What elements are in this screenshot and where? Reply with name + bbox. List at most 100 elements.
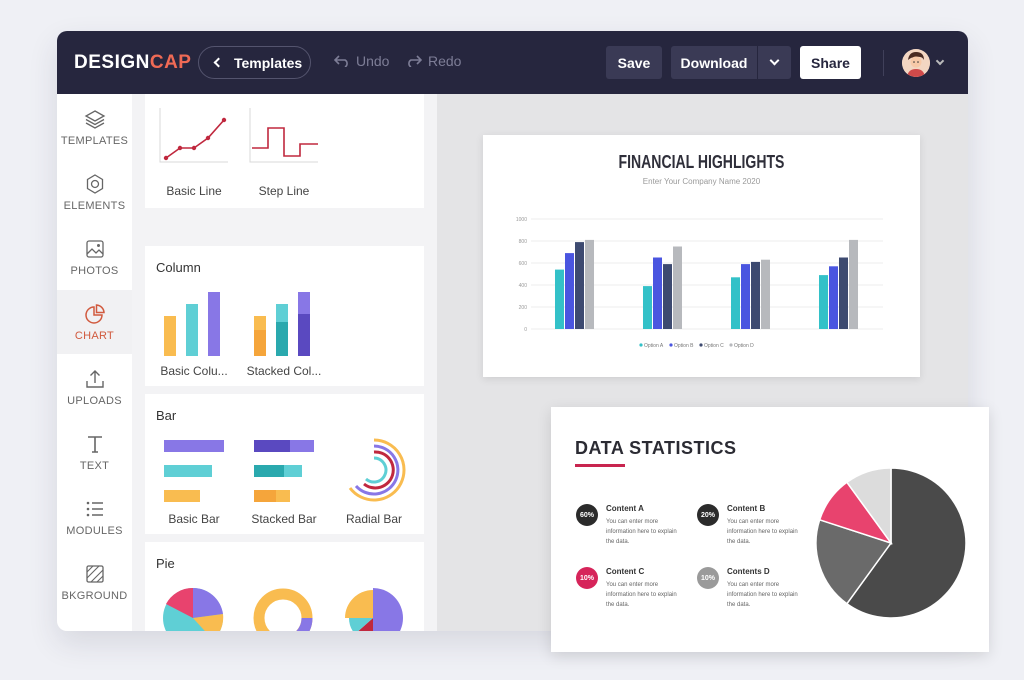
avatar-image — [902, 49, 930, 77]
bar-option-a — [555, 269, 564, 329]
stacked-bar-label[interactable]: Stacked Bar — [251, 512, 317, 526]
y-tick-label: 400 — [519, 283, 528, 289]
save-button[interactable]: Save — [606, 46, 662, 79]
stacked-column-label[interactable]: Stacked Col... — [246, 364, 322, 378]
share-button[interactable]: Share — [800, 46, 861, 79]
stat-desc-a: You can enter more information here to e… — [606, 519, 677, 545]
bar-chart-card: Bar Basic Bar Stacked Bar Radial Bar — [145, 394, 424, 534]
pie-slice-content-b — [815, 518, 893, 605]
stacked-bar-thumbnail[interactable] — [248, 438, 320, 504]
bar-option-d — [673, 246, 682, 329]
basic-pie-thumbnail[interactable] — [161, 586, 225, 631]
pie-slice-contents-d — [845, 467, 892, 546]
nav-photos[interactable]: PHOTOS — [57, 225, 132, 289]
basic-line-label[interactable]: Basic Line — [166, 184, 222, 198]
legend-swatch — [699, 343, 703, 347]
nav-uploads[interactable]: UPLOADS — [57, 355, 132, 419]
stat-badge-c: 10% — [576, 567, 598, 589]
avatar[interactable] — [902, 49, 930, 77]
donut-pie-thumbnail[interactable] — [251, 586, 315, 631]
logo[interactable]: DESIGNCAP — [74, 52, 191, 74]
bar-option-b — [653, 257, 662, 329]
legend-label: Option B — [674, 343, 694, 349]
basic-bar-label[interactable]: Basic Bar — [168, 512, 220, 526]
statistics-pie-chart[interactable] — [813, 465, 969, 621]
y-tick-label: 1000 — [516, 217, 527, 223]
basic-bar-thumbnail[interactable] — [158, 438, 230, 504]
nav-modules[interactable]: MODULES — [57, 485, 132, 549]
basic-column-label[interactable]: Basic Colu... — [160, 364, 228, 378]
templates-back-button[interactable]: Templates — [198, 46, 311, 79]
background-icon — [85, 564, 104, 583]
financial-bar-chart[interactable]: 0 200 400 600 800 1000 Option A Option B Option … — [483, 135, 920, 377]
stat-title-b: Content B — [727, 504, 766, 513]
statistics-title[interactable]: DATA STATISTICS — [575, 438, 737, 458]
download-button[interactable]: Download — [671, 46, 791, 79]
column-chart-card: Column Basic Colu... Stacked Col... — [145, 246, 424, 386]
nav-uploads-label: UPLOADS — [67, 394, 122, 407]
bar-option-a — [731, 277, 740, 329]
top-bar: DESIGNCAP Templates Undo Redo Save Downl… — [57, 31, 968, 94]
upload-icon — [85, 369, 104, 388]
data-statistics-slide[interactable]: DATA STATISTICS 60% Content A You can en… — [551, 407, 989, 652]
bar-option-c — [575, 242, 584, 329]
text-icon — [87, 435, 102, 453]
nav-text[interactable]: TEXT — [57, 420, 132, 484]
bar-option-c — [751, 261, 760, 329]
list-icon — [86, 501, 103, 516]
pie-section-title: Pie — [156, 556, 175, 571]
legend-label: Option D — [734, 343, 754, 349]
slide-title[interactable]: FINANCIAL HIGHLIGHTS — [618, 152, 785, 172]
stat-desc-d: You can enter more information here to e… — [727, 582, 798, 608]
nav-background[interactable]: BKGROUND — [57, 550, 132, 614]
redo-button[interactable]: Redo — [406, 53, 461, 69]
rose-pie-thumbnail[interactable] — [341, 586, 405, 631]
y-tick-label: 200 — [519, 305, 528, 311]
undo-button[interactable]: Undo — [334, 53, 389, 69]
stat-title-d: Contents D — [727, 567, 770, 576]
undo-icon — [334, 55, 348, 67]
bar-option-d — [849, 239, 858, 329]
basic-column-thumbnail[interactable] — [158, 290, 230, 356]
nav-photos-label: PHOTOS — [70, 264, 119, 277]
bar-option-d — [761, 259, 770, 329]
pie-chart-card: Pie — [145, 542, 424, 631]
toolbar-divider — [883, 50, 884, 76]
pie-slice-content-a — [845, 467, 967, 619]
legend-swatch — [729, 343, 733, 347]
nav-templates[interactable]: TEMPLATES — [57, 95, 132, 159]
undo-label: Undo — [356, 53, 390, 69]
financial-highlights-slide[interactable]: FINANCIAL HIGHLIGHTS Enter Your Company … — [483, 135, 920, 377]
redo-label: Redo — [428, 53, 462, 69]
title-underline — [575, 464, 625, 467]
account-chevron-icon[interactable] — [935, 56, 945, 66]
legend-swatch — [639, 343, 643, 347]
nav-text-label: TEXT — [79, 459, 110, 472]
bar-option-b — [741, 264, 750, 329]
nav-chart[interactable]: CHART — [57, 290, 132, 354]
download-options-button[interactable] — [758, 55, 791, 66]
pie-chart-icon — [84, 303, 105, 324]
stat-title-a: Content A — [606, 504, 644, 513]
column-section-title: Column — [156, 260, 201, 275]
download-label: Download — [680, 54, 748, 71]
stat-badge-d: 10% — [697, 567, 719, 589]
nav-templates-label: TEMPLATES — [60, 134, 129, 147]
line-chart-card: Basic Line Step Line — [145, 94, 424, 208]
nav-elements[interactable]: ELEMENTS — [57, 160, 132, 224]
layers-icon — [84, 109, 105, 129]
legend-label: Option C — [704, 343, 724, 349]
step-line-label[interactable]: Step Line — [258, 184, 310, 198]
basic-line-thumbnail[interactable] — [158, 106, 230, 164]
radial-bar-label[interactable]: Radial Bar — [345, 512, 403, 526]
stat-badge-b: 20% — [697, 504, 719, 526]
legend-label: Option A — [644, 343, 664, 349]
slide-subtitle[interactable]: Enter Your Company Name 2020 — [642, 177, 761, 186]
download-divider — [757, 46, 758, 79]
redo-icon — [408, 55, 422, 67]
radial-bar-thumbnail[interactable] — [338, 434, 410, 506]
step-line-thumbnail[interactable] — [248, 106, 320, 164]
chevron-left-icon — [213, 57, 224, 68]
stacked-column-thumbnail[interactable] — [248, 290, 320, 356]
left-nav: TEMPLATES ELEMENTS PHOTOS CHART UPLOADS … — [57, 94, 132, 631]
